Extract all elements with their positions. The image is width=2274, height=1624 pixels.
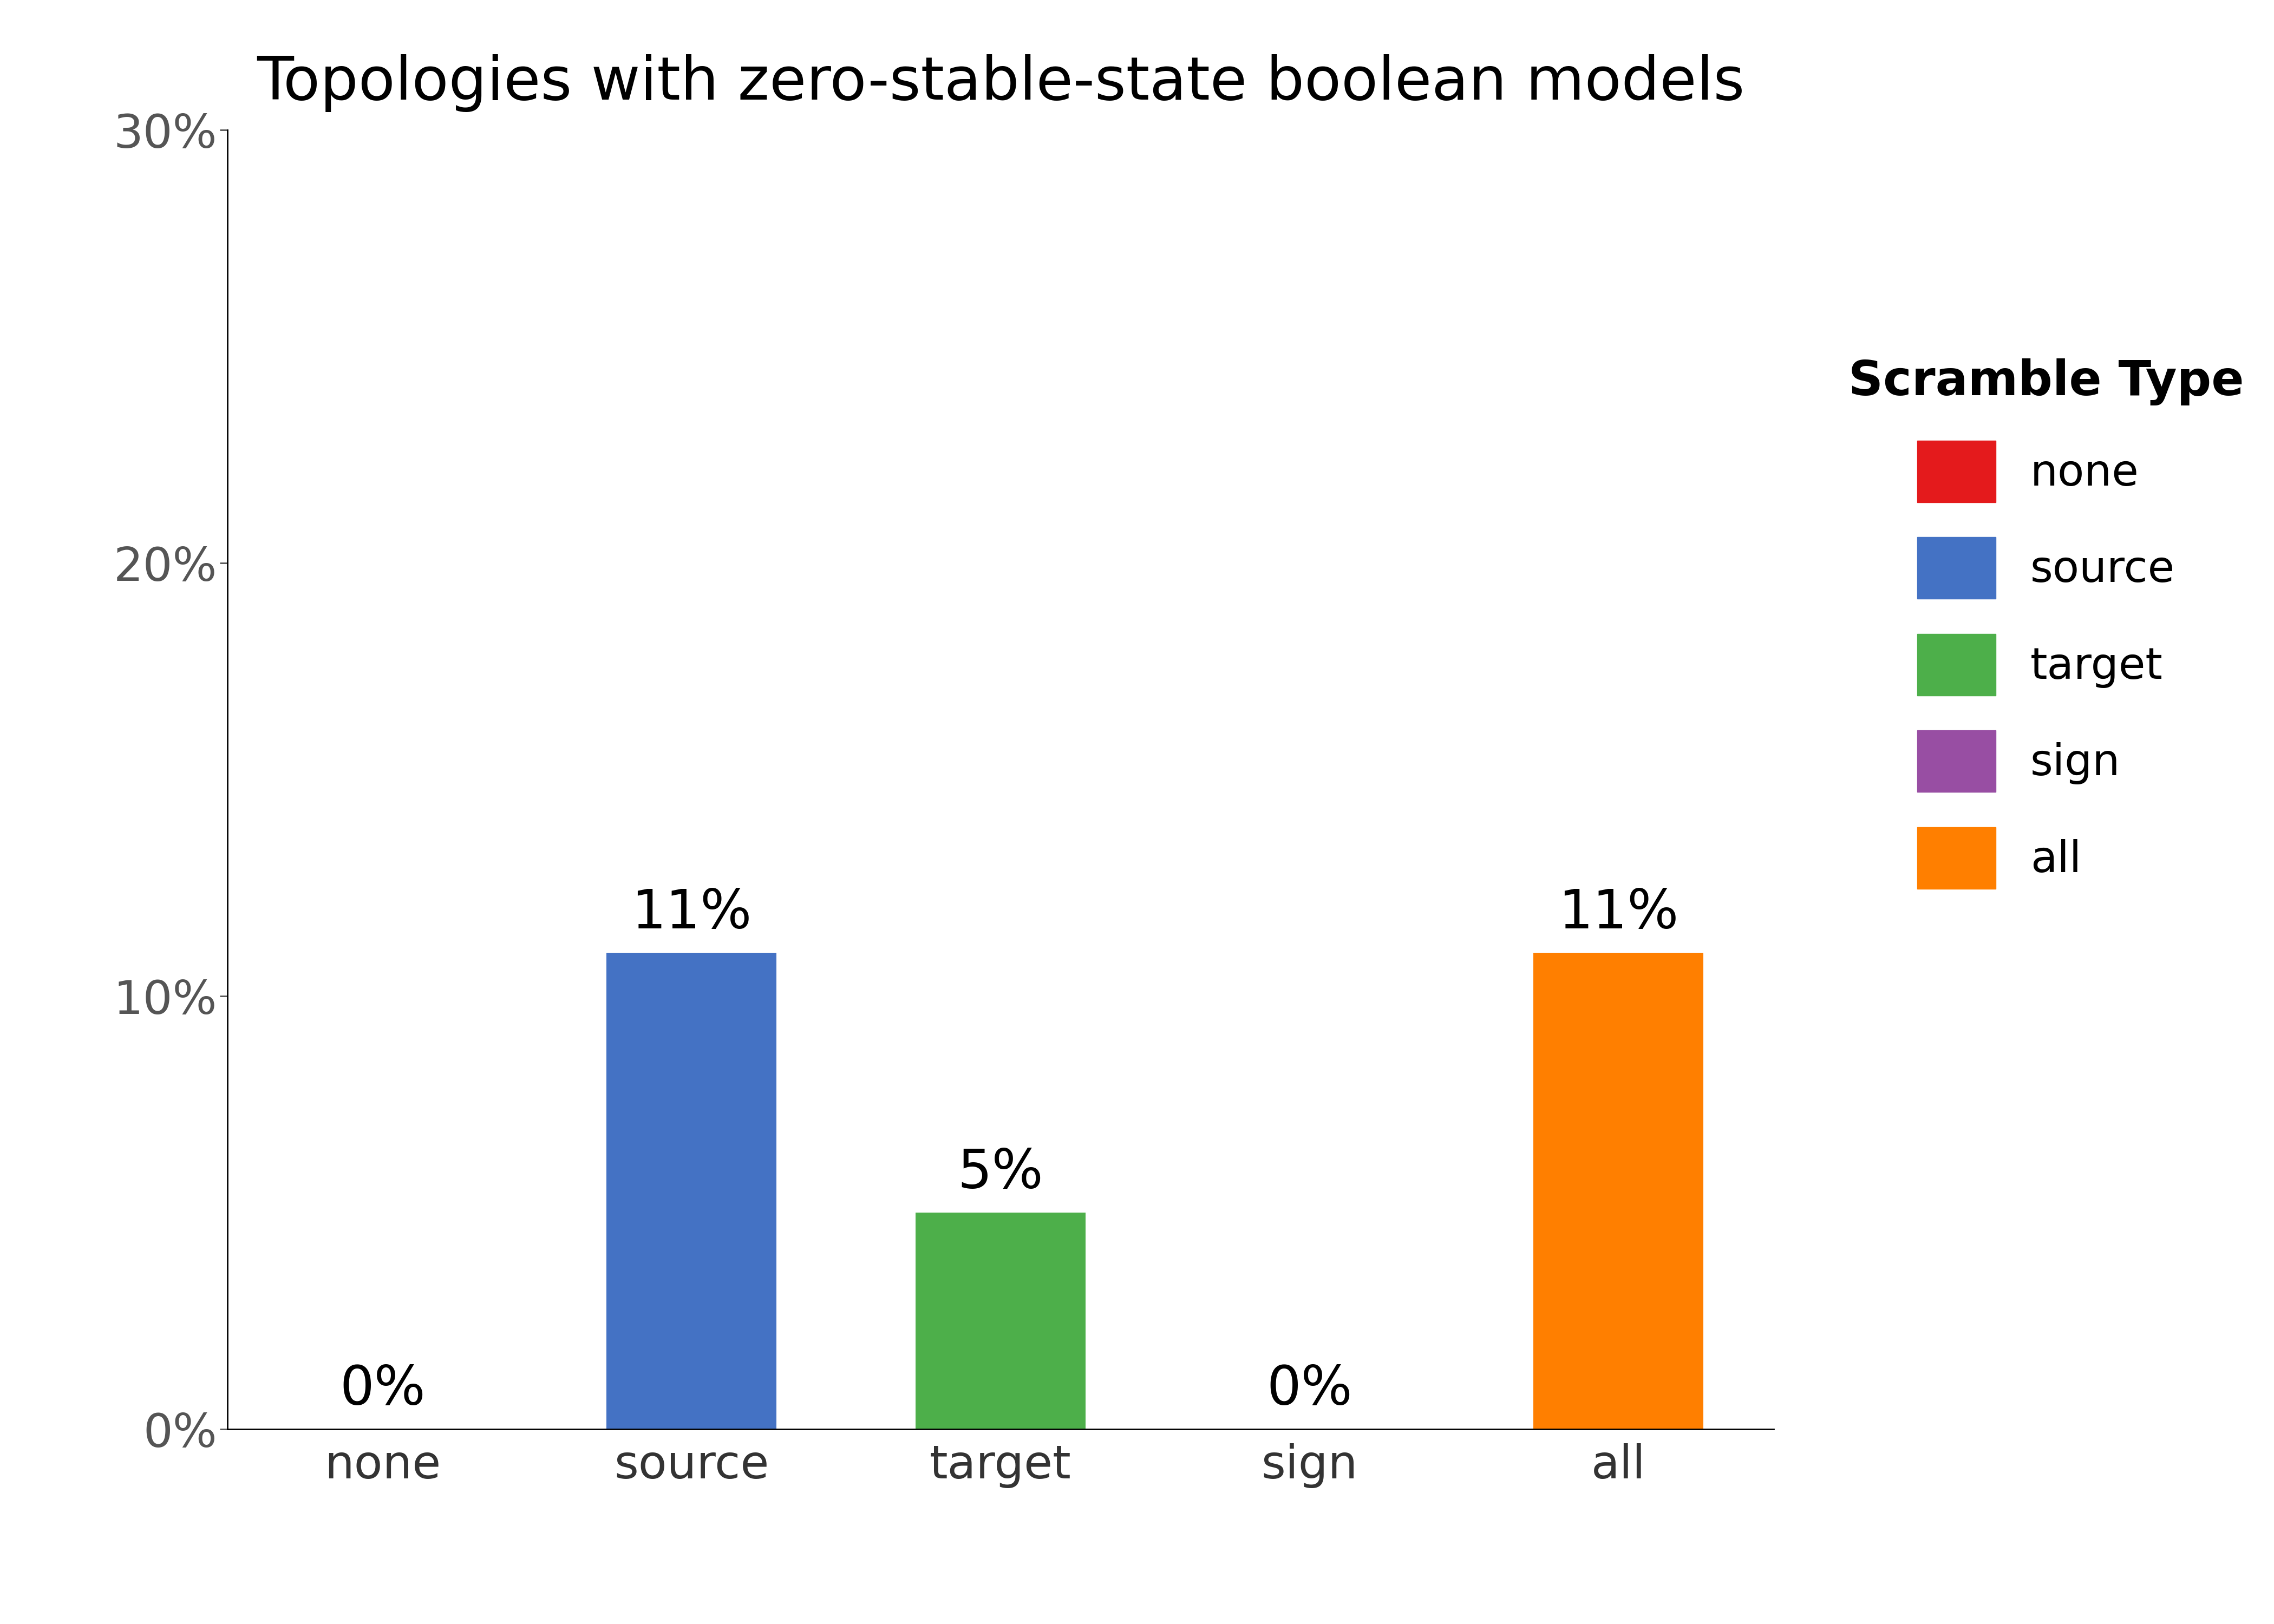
Text: 11%: 11%: [632, 887, 753, 940]
Bar: [1533, 953, 1703, 1429]
Text: 11%: 11%: [1558, 887, 1678, 940]
Text: 0%: 0%: [1267, 1364, 1353, 1416]
Title: Topologies with zero-stable-state boolean models: Topologies with zero-stable-state boolea…: [257, 54, 1744, 112]
Text: 5%: 5%: [957, 1147, 1044, 1200]
Bar: [607, 953, 775, 1429]
Text: 0%: 0%: [339, 1364, 425, 1416]
Bar: [916, 1213, 1085, 1429]
Legend: none, source, target, sign, all: none, source, target, sign, all: [1826, 336, 2265, 911]
